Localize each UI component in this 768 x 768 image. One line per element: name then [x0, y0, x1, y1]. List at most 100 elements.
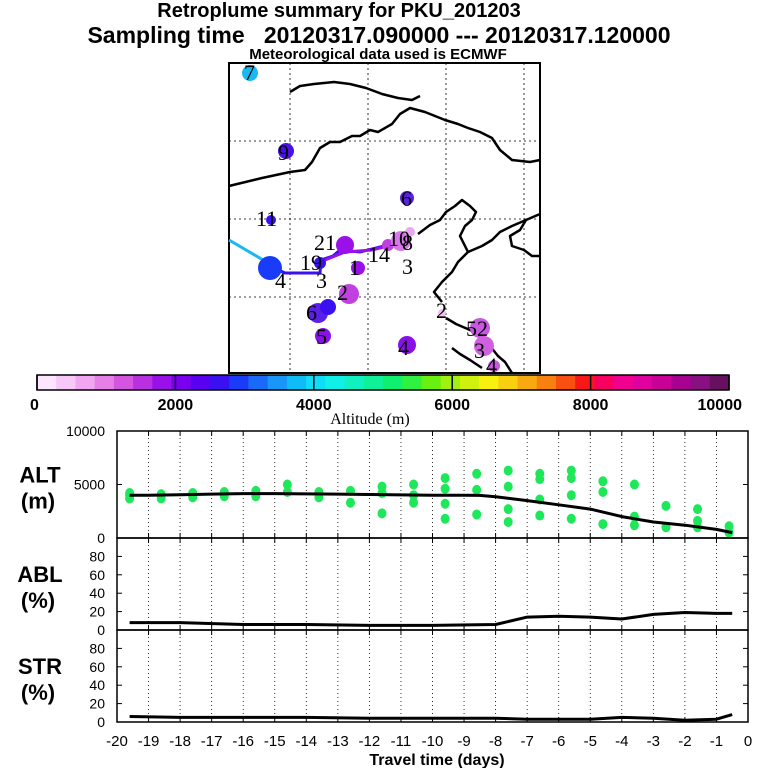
colorbar-segment — [286, 375, 307, 390]
x-tick-label: -10 — [422, 733, 444, 750]
y-tick-label: 0 — [97, 714, 105, 730]
panel-alt: ALT(m) 10000 5000 0 — [19, 423, 749, 546]
altitude-point — [598, 476, 608, 487]
x-tick-label: 0 — [744, 733, 752, 750]
colorbar-segment — [94, 375, 115, 390]
y-tick-label: 80 — [89, 640, 105, 656]
cluster-label: 2 — [436, 298, 447, 323]
y-tick-label: 60 — [89, 567, 105, 583]
colorbar-segment — [75, 375, 96, 390]
y-tick-label: 20 — [89, 604, 105, 620]
series-line-str — [129, 713, 733, 722]
x-tick-label: -5 — [584, 733, 597, 750]
cluster-label: 10 — [388, 226, 410, 251]
altitude-point — [472, 509, 482, 520]
cluster-label: 14 — [368, 242, 390, 267]
altitude-point — [503, 504, 513, 515]
map-frame — [228, 62, 541, 374]
trajectory-cluster-blob — [315, 328, 331, 344]
colorbar-segment — [325, 375, 346, 390]
trajectory-cluster-blob — [258, 256, 282, 280]
cluster-label: 21 — [314, 230, 336, 255]
colorbar-axis-label: Altitude (m) — [330, 411, 410, 428]
colorbar-segment — [652, 375, 672, 390]
altitude-point — [409, 497, 419, 508]
altitude-point — [503, 481, 513, 492]
chart-subtitle-met-data: Meteorological data used is ECMWF — [249, 46, 507, 63]
altitude-point — [535, 510, 545, 521]
trajectory-cluster-blob — [382, 239, 394, 251]
altitude-colorbar: 0 2000 4000 6000 8000 10000 Altitude (m) — [30, 374, 743, 428]
trajectory-cluster-blob — [278, 143, 294, 159]
trajectory-clusters — [242, 65, 500, 372]
altitude-point — [282, 479, 292, 490]
trajectory-cluster-blob — [242, 65, 258, 81]
colorbar-tick-label: 0 — [30, 397, 39, 414]
altitude-point — [345, 497, 355, 508]
cluster-label: 9 — [278, 140, 289, 165]
trajectory-cluster-blob — [339, 284, 359, 304]
y-tick-label: 40 — [89, 677, 105, 693]
trajectory-cluster-blob — [470, 318, 490, 338]
colorbar-segment — [152, 375, 173, 390]
colorbar-segment — [113, 375, 134, 390]
colorbar-tick-label: 10000 — [698, 397, 743, 414]
colorbar-segment — [517, 375, 538, 390]
cluster-label: 6 — [401, 186, 412, 211]
map-coastline — [228, 80, 541, 374]
y-tick-label: 5000 — [74, 477, 105, 493]
panel-frame — [116, 537, 749, 631]
altitude-point — [472, 468, 482, 479]
altitude-point — [629, 479, 639, 490]
y-tick-label: 10000 — [66, 423, 105, 439]
trajectory-cluster-blob — [405, 227, 415, 237]
cluster-label: 2 — [337, 280, 348, 305]
colorbar-segment — [459, 375, 480, 390]
trajectory-cluster-blob — [400, 191, 414, 205]
altitude-point — [440, 513, 450, 524]
trajectory-cluster-blob — [336, 236, 354, 254]
y-axis-label: ALT — [19, 463, 61, 488]
trajectory-cluster-blob — [314, 257, 326, 269]
altitude-point — [566, 465, 576, 476]
altitude-point — [693, 504, 703, 515]
altitude-point — [566, 513, 576, 524]
altitude-point — [472, 484, 482, 495]
cluster-label: 52 — [466, 316, 488, 341]
altitude-point — [598, 519, 608, 530]
colorbar-segment — [56, 375, 76, 390]
y-tick-label: 60 — [89, 659, 105, 675]
cluster-label: 3 — [316, 268, 327, 293]
colorbar-tick-label: 2000 — [158, 397, 194, 414]
altitude-point — [566, 473, 576, 484]
x-tick-label: -20 — [106, 733, 128, 750]
colorbar-segment — [498, 375, 519, 390]
x-tick-label: -15 — [264, 733, 286, 750]
x-tick-label: -7 — [520, 733, 533, 750]
x-tick-label: -8 — [489, 733, 502, 750]
colorbar-segment — [594, 375, 615, 390]
trajectory-cluster-blob — [320, 299, 336, 315]
x-tick-label: -6 — [552, 733, 565, 750]
colorbar-segment — [171, 375, 192, 390]
trajectory-cluster-blob — [351, 261, 365, 275]
x-tick-label: -19 — [138, 733, 160, 750]
colorbar-segment — [383, 375, 403, 390]
y-tick-label: 20 — [89, 696, 105, 712]
y-axis-label: ABL — [17, 562, 62, 587]
colorbar-segment — [556, 375, 576, 390]
y-axis-label: STR — [18, 654, 62, 679]
trajectory-cluster-blob — [474, 336, 494, 356]
altitude-point — [566, 490, 576, 501]
trajectory-cluster-blob — [398, 336, 416, 354]
y-axis-label: (%) — [21, 588, 55, 613]
altitude-point — [503, 465, 513, 476]
x-tick-label: -17 — [201, 733, 223, 750]
colorbar-segment — [440, 375, 461, 390]
cluster-label: 7 — [244, 60, 255, 85]
colorbar-tick-label: 8000 — [573, 397, 609, 414]
cluster-label: 4 — [486, 353, 497, 378]
series-line-abl — [129, 611, 733, 627]
y-tick-label: 80 — [89, 548, 105, 564]
